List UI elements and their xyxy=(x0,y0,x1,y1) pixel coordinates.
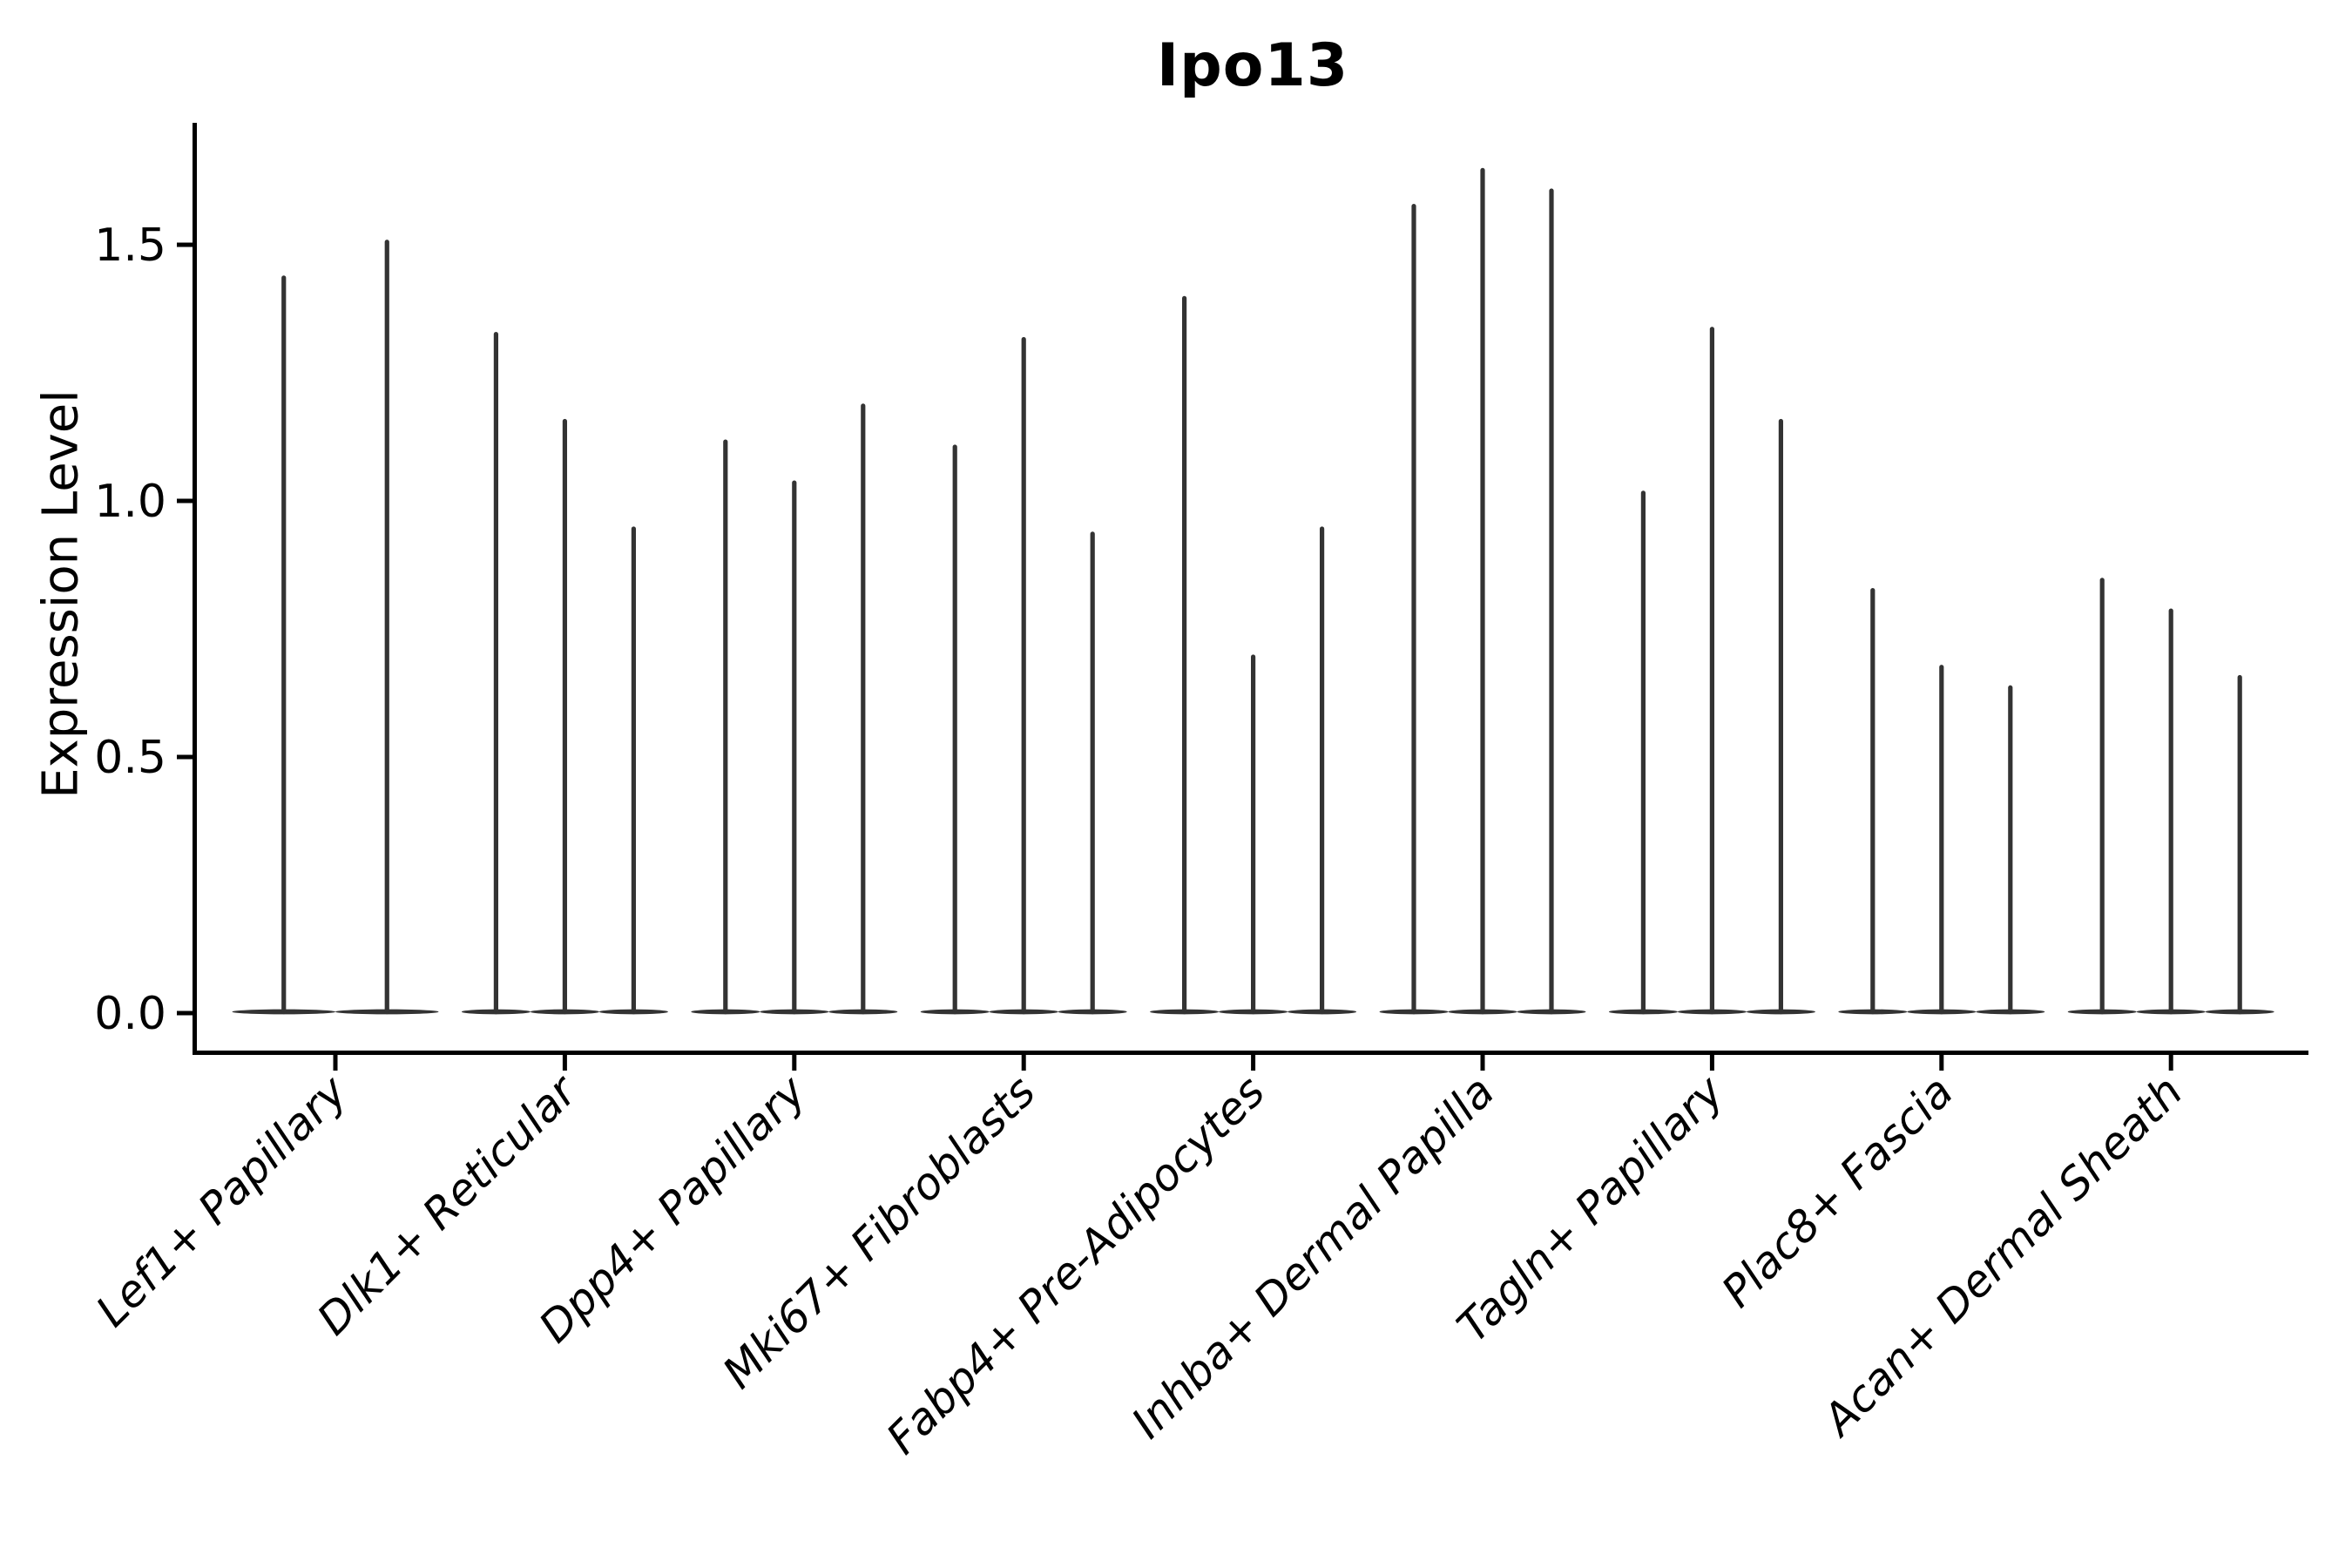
x-category-label: Acan+ Dermal Sheath xyxy=(1812,1066,2193,1447)
x-tick xyxy=(1480,1055,1485,1071)
chart-title: Ipo13 xyxy=(1156,31,1349,100)
violin-spike xyxy=(2099,578,2105,1015)
violin-spike xyxy=(792,480,797,1015)
x-tick xyxy=(333,1055,338,1071)
violin-spike xyxy=(631,526,636,1015)
x-tick xyxy=(792,1055,797,1071)
violin-spike xyxy=(1182,295,1187,1015)
violin-spike xyxy=(1090,531,1095,1015)
violin-spike xyxy=(1640,490,1646,1015)
x-tick xyxy=(1251,1055,1256,1071)
x-category-label: Plac8+ Fascia xyxy=(1712,1066,1963,1317)
y-axis-spine xyxy=(193,123,197,1055)
x-category-label: Lef1+ Papillary xyxy=(86,1065,357,1336)
y-tick-label: 0.5 xyxy=(94,732,166,784)
violin-spike xyxy=(384,240,389,1015)
y-tick-label: 0.0 xyxy=(94,988,166,1040)
violin-spike xyxy=(2008,685,2013,1015)
violin-spike xyxy=(281,275,287,1015)
y-tick-label: 1.5 xyxy=(94,220,166,272)
violin-spike xyxy=(2168,608,2173,1015)
y-tick xyxy=(177,498,193,504)
violin-spike xyxy=(562,418,567,1015)
violin-spike xyxy=(1709,327,1714,1015)
x-category-label: Fabp4+ Pre-Adipocytes xyxy=(877,1066,1275,1464)
y-tick xyxy=(177,242,193,247)
violin-spike xyxy=(2237,674,2242,1015)
x-axis-spine xyxy=(193,1051,2308,1055)
violin-spike xyxy=(1870,587,1876,1015)
x-tick xyxy=(562,1055,567,1071)
y-tick xyxy=(177,1010,193,1016)
x-tick xyxy=(1709,1055,1714,1071)
violin-spike xyxy=(1778,418,1783,1015)
violin-spike xyxy=(1411,203,1416,1015)
violin-spike xyxy=(1939,665,1944,1015)
x-tick xyxy=(1939,1055,1944,1071)
x-tick xyxy=(1021,1055,1026,1071)
violin-spike xyxy=(1251,654,1256,1015)
y-tick-label: 1.0 xyxy=(94,476,166,528)
violin-spike xyxy=(952,444,957,1015)
y-axis-title: Expression Level xyxy=(32,389,90,799)
y-tick xyxy=(177,754,193,760)
violin-spike xyxy=(1320,526,1325,1015)
violin-spike xyxy=(723,439,728,1015)
violin-spike xyxy=(861,403,866,1015)
x-tick xyxy=(2168,1055,2173,1071)
violin-spike xyxy=(493,331,498,1015)
violin-spike xyxy=(1480,167,1485,1015)
violin-spike xyxy=(1021,336,1026,1015)
violin-spike xyxy=(1549,188,1554,1015)
x-category-label: Inhba+ Dermal Papilla xyxy=(1122,1066,1504,1448)
